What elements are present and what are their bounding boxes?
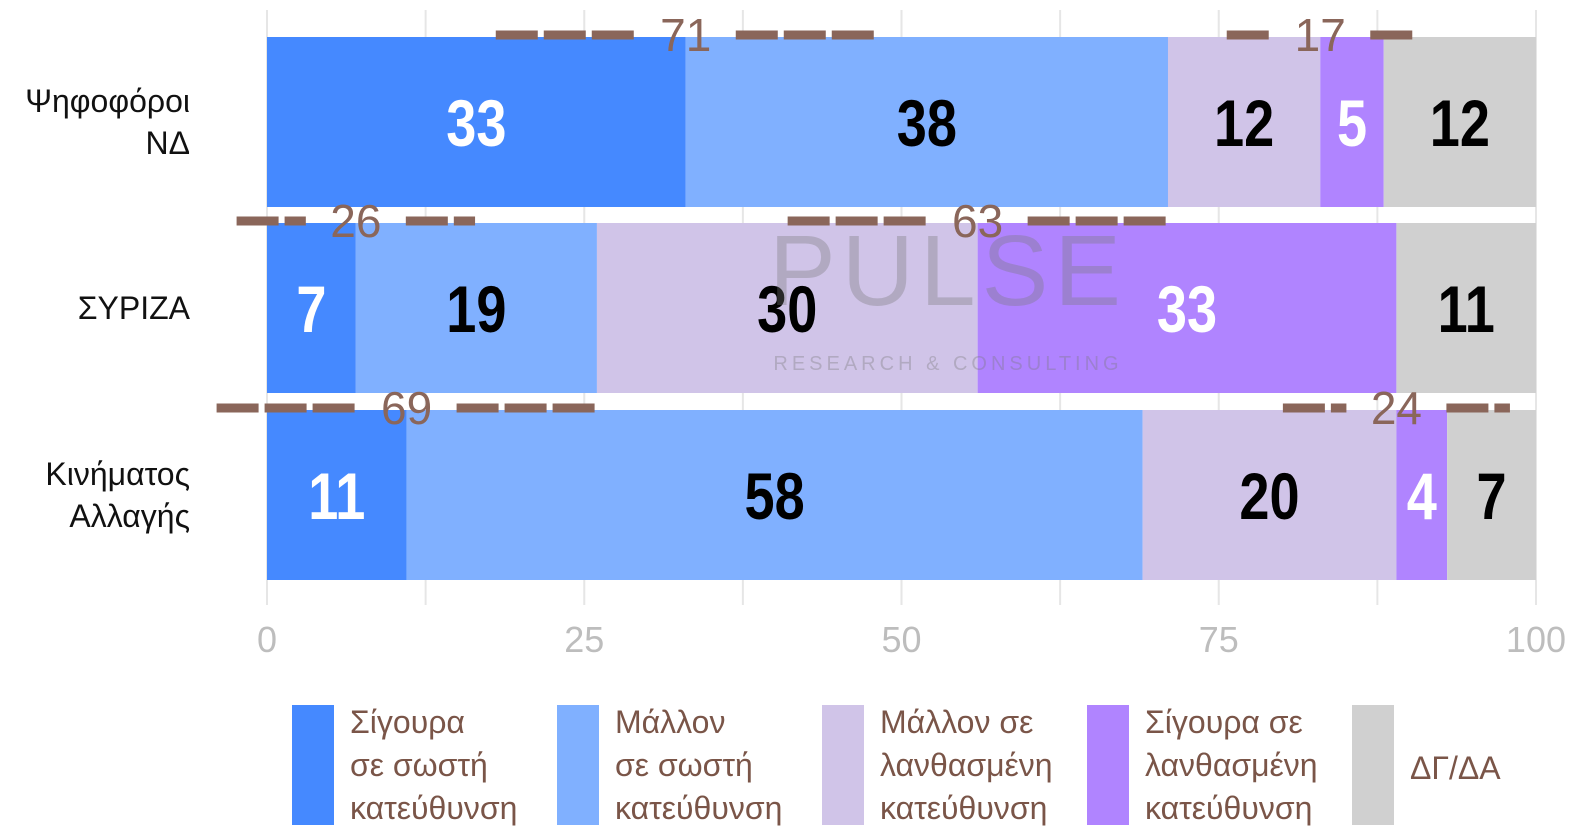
value-label: 20	[1239, 459, 1299, 533]
legend-label: Σίγουρα σε λανθασμένη κατεύθυνση	[1145, 704, 1318, 826]
category-label: ΣΥΡΙΖΑ	[78, 290, 191, 326]
watermark-subtitle: RESEARCH & CONSULTING	[773, 353, 1122, 375]
watermark-title: PULSE	[769, 215, 1127, 327]
x-tick-label: 0	[257, 619, 277, 660]
bracket-label: 24	[1371, 382, 1422, 434]
x-tick-label: 25	[564, 619, 604, 660]
legend-item: Μάλλον σε λανθασμένη κατεύθυνση	[822, 704, 1087, 827]
category-line: Ψηφοφόροι	[25, 83, 190, 119]
legend-label: ΔΓ/ΔΑ	[1410, 750, 1501, 786]
legend: Σίγουρα σε σωστή κατεύθυνση Μάλλον σε σωσ…	[292, 704, 1578, 827]
bracket-label: 69	[381, 382, 432, 434]
legend-item: Σίγουρα σε σωστή κατεύθυνση	[292, 704, 557, 827]
legend-swatch	[822, 705, 864, 825]
legend-label: Μάλλον σε σωστή κατεύθυνση	[615, 704, 783, 826]
bar-segment	[1396, 223, 1536, 393]
legend-swatch	[1087, 705, 1129, 825]
value-label: 33	[446, 86, 506, 160]
value-label: 4	[1407, 459, 1437, 533]
bar-segment	[977, 223, 1397, 393]
category-line: ΣΥΡΙΖΑ	[78, 290, 191, 326]
value-label: 19	[446, 272, 506, 346]
bar-segment	[1396, 410, 1448, 580]
bar-segment	[596, 223, 978, 393]
category-label: Ψηφοφόροι ΝΔ	[25, 83, 190, 161]
value-label: 11	[308, 459, 365, 533]
legend-label: Μάλλον σε λανθασμένη κατεύθυνση	[880, 704, 1053, 826]
bar-segment	[1320, 37, 1384, 207]
bar-segment	[685, 37, 1168, 207]
bar-segment	[1142, 410, 1397, 580]
bracket-label: 71	[660, 9, 711, 61]
value-label: 12	[1430, 86, 1490, 160]
bracket-label: 63	[952, 195, 1003, 247]
value-label: 7	[1477, 459, 1507, 533]
value-label: 30	[757, 272, 817, 346]
bar-segment	[355, 223, 597, 393]
legend-item: Μάλλον σε σωστή κατεύθυνση	[557, 704, 822, 827]
value-label: 12	[1214, 86, 1274, 160]
legend-item: Σίγουρα σε λανθασμένη κατεύθυνση	[1087, 704, 1352, 827]
value-label: 7	[296, 272, 326, 346]
bracket-label: 26	[330, 195, 381, 247]
legend-item: ΔΓ/ΔΑ	[1352, 705, 1578, 827]
legend-swatch	[557, 705, 599, 825]
legend-swatch	[292, 705, 334, 825]
bar-segment	[267, 223, 356, 393]
value-label: 58	[745, 459, 805, 533]
category-line: Κινήματος	[45, 456, 190, 492]
category-line: ΝΔ	[146, 125, 190, 161]
value-label: 11	[1438, 272, 1495, 346]
x-tick-label: 50	[881, 619, 921, 660]
category-label: Κινήματος Αλλαγής	[45, 456, 190, 534]
legend-swatch	[1352, 705, 1394, 825]
category-line: Αλλαγής	[69, 498, 190, 534]
value-label: 33	[1157, 272, 1217, 346]
bracket-label: 17	[1295, 9, 1346, 61]
bar-segment	[406, 410, 1143, 580]
bar-segment	[267, 37, 686, 207]
x-tick-label: 75	[1199, 619, 1239, 660]
value-label: 38	[897, 86, 957, 160]
legend-label: Σίγουρα σε σωστή κατεύθυνση	[350, 704, 518, 826]
x-tick-label: 100	[1506, 619, 1566, 660]
bar-segment	[267, 410, 407, 580]
value-label: 5	[1337, 86, 1367, 160]
bar-segment	[1447, 410, 1536, 580]
bar-segment	[1167, 37, 1321, 207]
bar-segment	[1383, 37, 1536, 207]
